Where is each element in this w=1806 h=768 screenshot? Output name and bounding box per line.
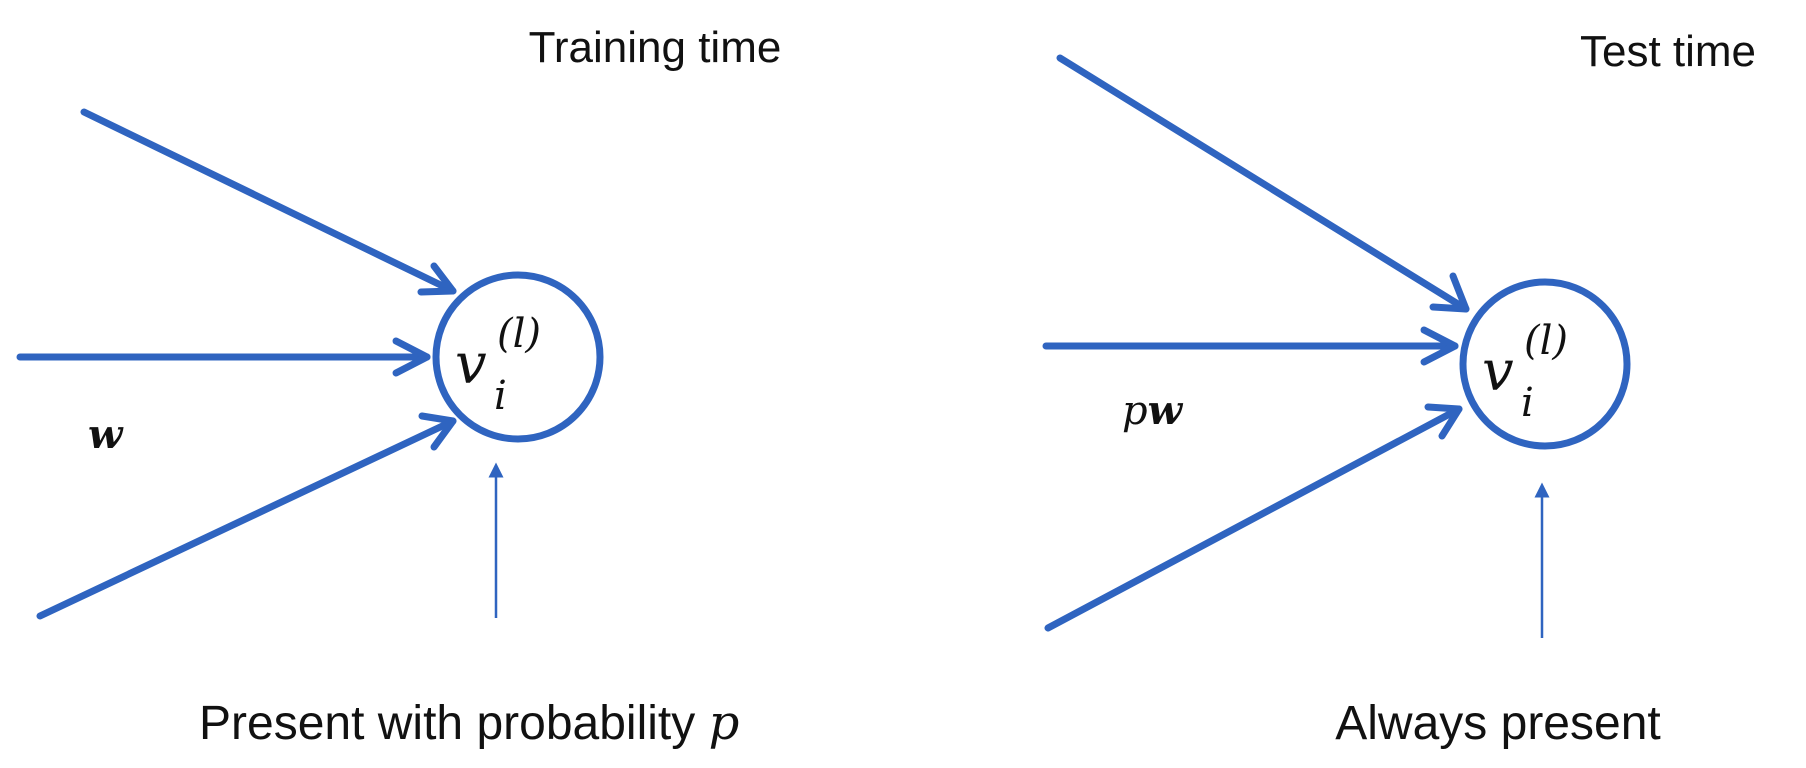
test-node-symbol: v: [1482, 339, 1514, 404]
training-caption-text: Present with probability: [199, 697, 709, 750]
training-title: Training time: [529, 23, 782, 72]
training-arrowhead-middle: [392, 337, 431, 377]
training-weight-label: w: [88, 411, 124, 458]
training-neuron-node: [432, 271, 604, 443]
test-arrowhead-bottom: [1424, 403, 1463, 440]
training-node-symbol: v: [455, 332, 487, 397]
test-arrowhead-middle: [1420, 326, 1459, 366]
test-weight-label: pw: [1122, 387, 1184, 434]
training-caption-var: p: [709, 695, 740, 751]
training-arrowhead-top: [417, 262, 457, 296]
test-weight-label-w: w: [1148, 387, 1184, 434]
test-caption: Always present: [1335, 697, 1660, 750]
test-edge-bottom: [1044, 405, 1463, 632]
training-node-superscript: (l): [497, 311, 541, 357]
test-neuron-node: [1459, 278, 1631, 450]
test-edge-top: [1056, 54, 1470, 313]
training-node-subscript: i: [494, 373, 507, 419]
training-panel: Training time w v i (l) Present with pro…: [16, 23, 782, 751]
training-edge-bottom: [36, 417, 457, 620]
test-arrowhead-top: [1429, 272, 1470, 313]
training-caption: Present with probability p: [199, 695, 739, 751]
test-node-superscript: (l): [1524, 318, 1568, 364]
test-title: Test time: [1580, 27, 1756, 76]
test-panel: Test time pw v i (l) Always present: [1042, 27, 1756, 750]
training-edge-top: [80, 108, 457, 295]
test-node-subscript: i: [1521, 380, 1534, 426]
test-weight-label-prefix: p: [1122, 388, 1148, 434]
training-arrowhead-bottom: [418, 412, 457, 451]
